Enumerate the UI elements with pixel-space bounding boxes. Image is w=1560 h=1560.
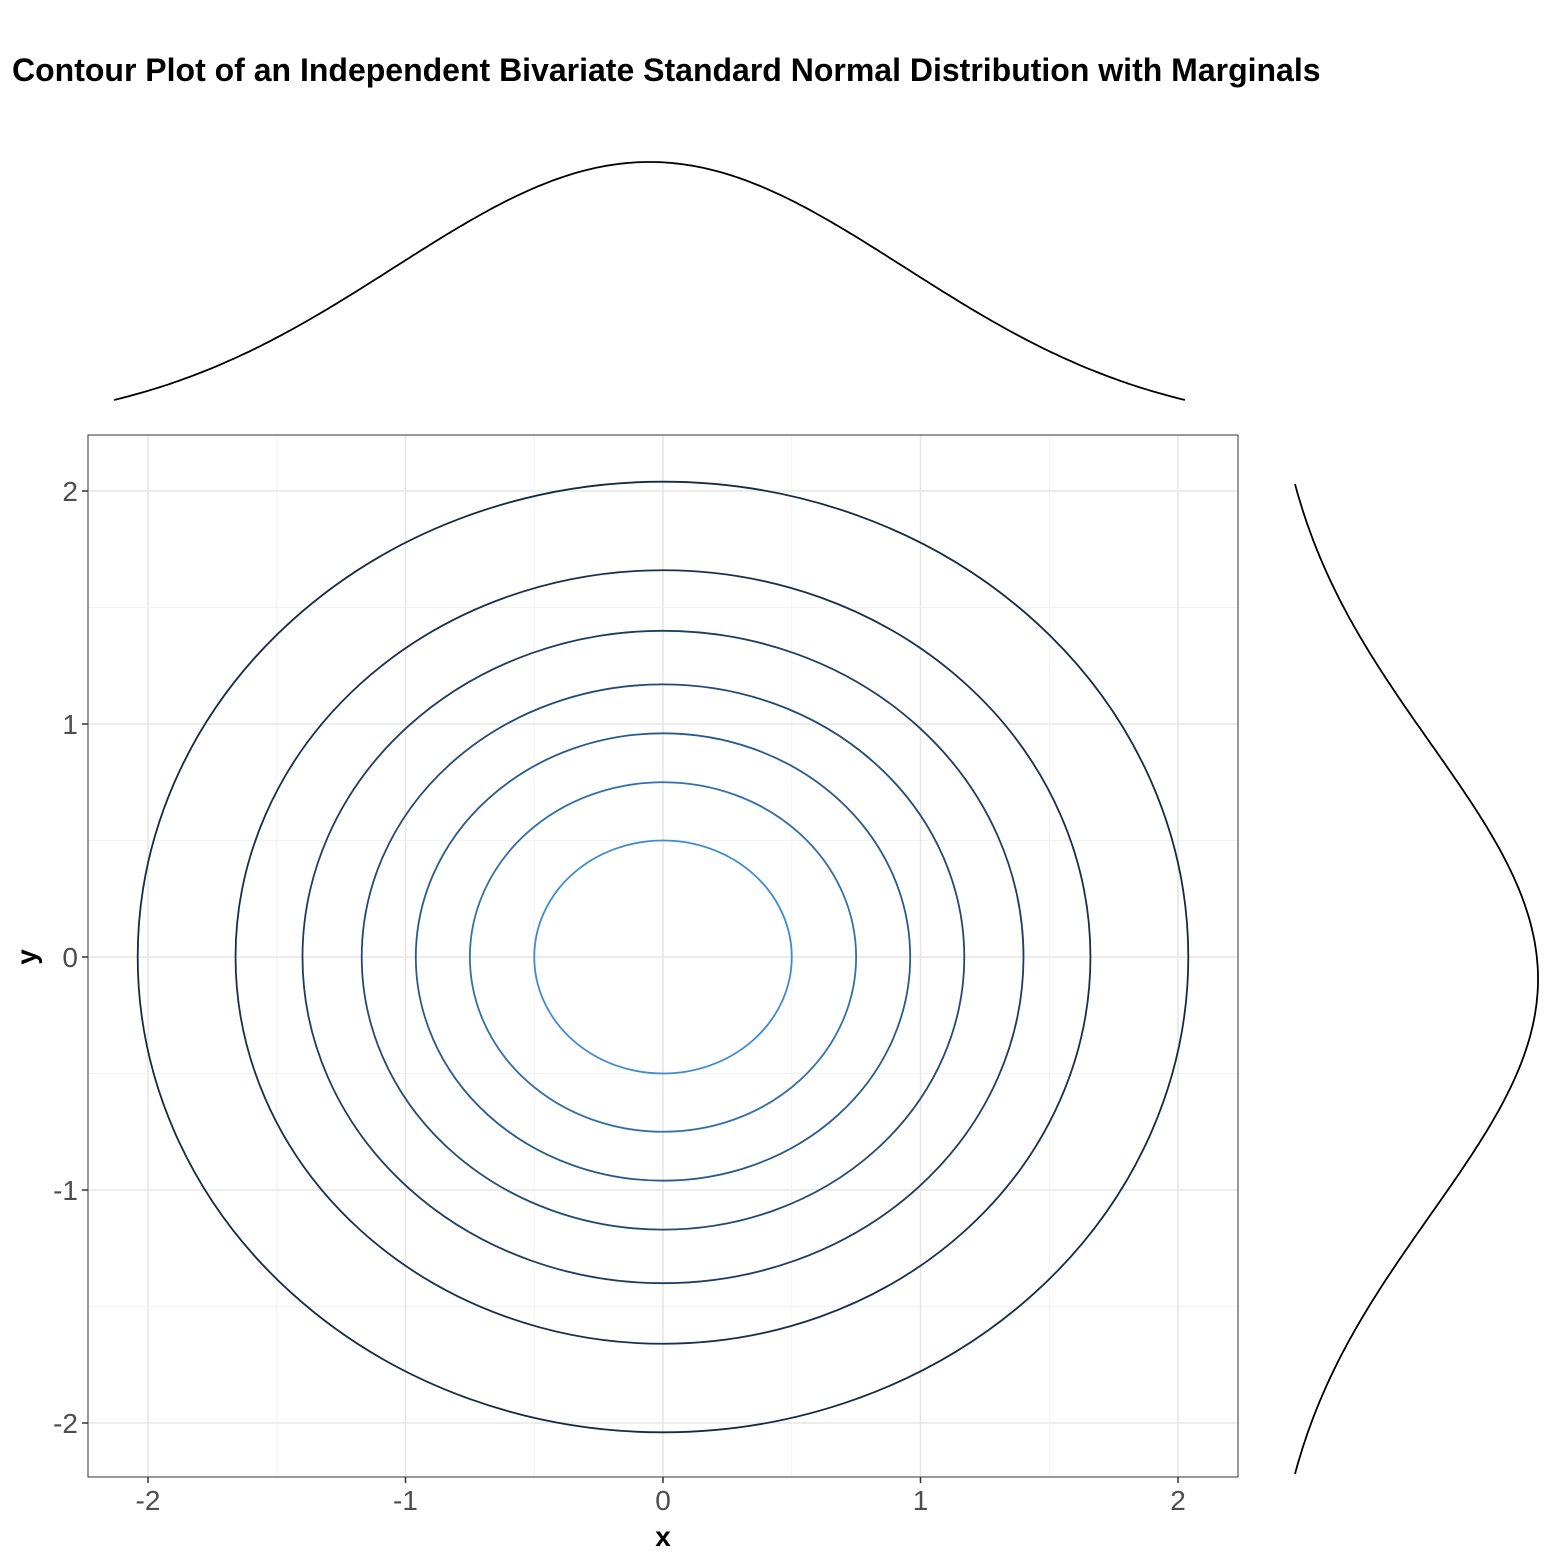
y-tick-label: 0 — [62, 942, 78, 973]
contour-line-2 — [234, 569, 1092, 1345]
tick-layer: -2 -1 0 1 2 2 1 0 -1 -2 — [53, 476, 1186, 1516]
contour-line-5 — [414, 732, 912, 1182]
x-tick-label: 0 — [655, 1485, 671, 1516]
x-axis-title: x — [655, 1521, 671, 1552]
contour-line-3 — [301, 629, 1025, 1285]
contour-line-1 — [136, 480, 1190, 1434]
contour-line-6 — [468, 781, 858, 1133]
x-tick-label: 2 — [1170, 1485, 1186, 1516]
y-tick-label: -2 — [53, 1408, 78, 1439]
chart-title: Contour Plot of an Independent Bivariate… — [12, 52, 1321, 88]
y-tick-label: 2 — [62, 476, 78, 507]
y-tick-label: -1 — [53, 1175, 78, 1206]
x-tick-label: 1 — [913, 1485, 929, 1516]
contour-layer — [136, 480, 1190, 1434]
contour-line-7 — [533, 839, 793, 1075]
right-marginal-density-curve — [1294, 483, 1539, 1475]
x-tick-label: -2 — [136, 1485, 161, 1516]
y-axis-title: y — [11, 949, 42, 965]
grid-layer — [88, 435, 1238, 1477]
contour-line-4 — [360, 683, 966, 1231]
y-tick-label: 1 — [62, 709, 78, 740]
x-tick-label: -1 — [393, 1485, 418, 1516]
top-marginal-density-curve — [113, 161, 1186, 401]
